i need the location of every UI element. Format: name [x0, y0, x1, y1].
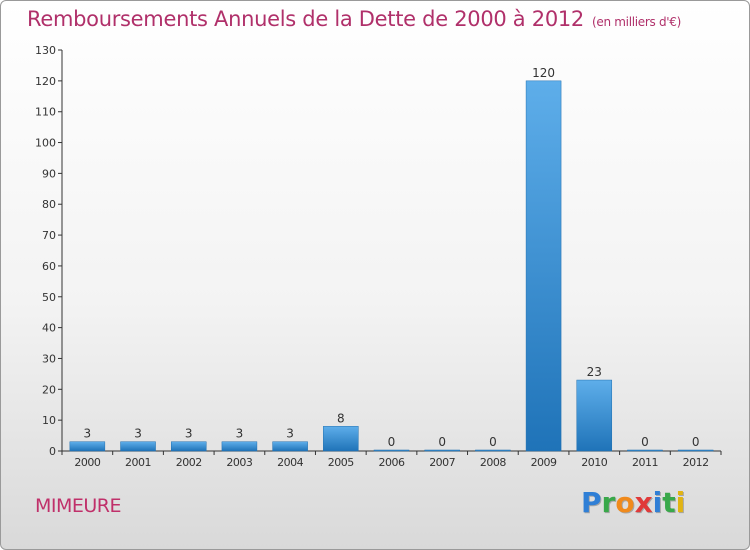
x-tick-label: 2004: [277, 456, 303, 469]
bar: [576, 379, 613, 452]
data-label: 8: [337, 411, 345, 425]
logo-letter: o: [615, 486, 635, 519]
data-label: 0: [489, 435, 497, 449]
proxiti-logo: Proxiti: [581, 486, 685, 519]
logo-letter: t: [662, 486, 676, 519]
bar: [525, 80, 562, 452]
title-text: Remboursements Annuels de la Dette de 20…: [27, 7, 584, 31]
chart-title: Remboursements Annuels de la Dette de 20…: [27, 7, 681, 31]
data-label: 120: [532, 66, 555, 80]
y-tick-label: 10: [42, 414, 56, 427]
x-tick-label: 2012: [683, 456, 709, 469]
bar: [424, 449, 460, 452]
y-tick-label: 70: [42, 229, 56, 242]
y-tick-label: 20: [42, 383, 56, 396]
y-tick-label: 100: [35, 137, 56, 150]
bar: [677, 449, 714, 452]
data-label: 0: [641, 435, 649, 449]
bars: [69, 80, 714, 452]
y-tick-label: 40: [42, 322, 56, 335]
x-tick-label: 2005: [328, 456, 354, 469]
y-tick-label: 50: [42, 291, 56, 304]
bar: [627, 449, 663, 452]
commune-name: MIMEURE: [35, 495, 122, 517]
x-tick-label: 2011: [632, 456, 658, 469]
x-tick-label: 2009: [531, 456, 557, 469]
bar: [221, 441, 258, 452]
bar: [373, 449, 410, 452]
labels: 3 3 3 3 3 8 0 0 0 120 23 0 0: [84, 66, 700, 449]
y-tick-label: 0: [49, 445, 56, 458]
y-tick-label: 130: [35, 44, 56, 57]
data-label: 3: [84, 427, 92, 441]
x-tick-label: 2007: [429, 456, 455, 469]
x-tick-label: 2010: [581, 456, 607, 469]
logo-letter: x: [634, 486, 653, 519]
y-tick-label: 110: [35, 106, 56, 119]
x-tick-label: 2006: [379, 456, 405, 469]
data-label: 3: [286, 427, 294, 441]
x-tick-label: 2002: [176, 456, 202, 469]
logo-letter: i: [675, 486, 686, 519]
bar: [475, 449, 511, 452]
y-tick-label: 120: [35, 75, 56, 88]
y-tick-label: 30: [42, 352, 56, 365]
bar: [69, 441, 106, 452]
data-label: 0: [438, 435, 446, 449]
unit-label: (en milliers d'€): [592, 15, 682, 29]
data-label: 23: [587, 365, 602, 379]
x-tick-label: 2003: [226, 456, 252, 469]
data-label: 0: [692, 435, 700, 449]
logo-letter: i: [652, 486, 663, 519]
data-label: 3: [236, 427, 244, 441]
bar: [323, 426, 359, 452]
bar: [120, 441, 156, 452]
data-label: 0: [388, 435, 396, 449]
data-label: 3: [134, 427, 142, 441]
x-tick-label: 2008: [480, 456, 506, 469]
y-tick-label: 60: [42, 260, 56, 273]
bar: [170, 441, 207, 452]
logo-letter: r: [601, 486, 616, 519]
bar: [272, 441, 308, 452]
x-tick-label: 2000: [74, 456, 100, 469]
y-tick-label: 90: [42, 167, 56, 180]
logo-letter: P: [581, 486, 602, 519]
y-tick-label: 80: [42, 198, 56, 211]
data-label: 3: [185, 427, 193, 441]
x-tick-label: 2001: [125, 456, 151, 469]
